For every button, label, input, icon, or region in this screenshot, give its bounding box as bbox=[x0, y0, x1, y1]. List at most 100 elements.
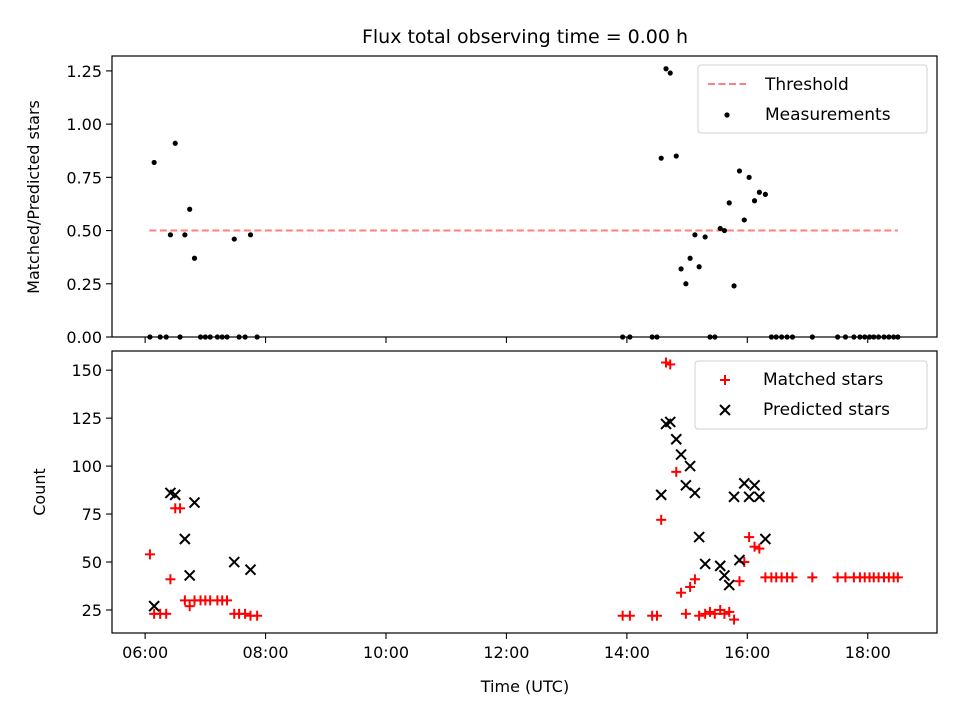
bottom-legend-box bbox=[694, 360, 928, 430]
bottom-axes-frame bbox=[111, 350, 938, 634]
measurement-point bbox=[658, 155, 664, 161]
measurement-point bbox=[673, 153, 679, 159]
measurement-point bbox=[736, 168, 743, 174]
legend-predicted-label: Predicted stars bbox=[763, 400, 890, 420]
figure-title: Flux total observing time = 0.00 h bbox=[362, 26, 688, 48]
measurement-point bbox=[751, 198, 758, 204]
predicted-star-point bbox=[689, 487, 701, 499]
measurement-point bbox=[172, 140, 178, 146]
predicted-star-point bbox=[733, 554, 746, 566]
measurement-point bbox=[247, 232, 254, 238]
matched-star-point bbox=[676, 587, 687, 598]
matched-star-point bbox=[680, 608, 691, 619]
y-tick-label: 0.00 bbox=[66, 328, 102, 347]
predicted-star-point bbox=[753, 491, 766, 503]
top-x-ticks bbox=[144, 337, 869, 343]
top-panel: Matched/Predicted stars 0.00 0.25 0.50 0.75… bbox=[24, 55, 938, 347]
predicted-star-point bbox=[748, 479, 761, 491]
x-tick-label: 10:00 bbox=[363, 643, 409, 662]
matched-star-point bbox=[892, 572, 903, 583]
predicted-star-point bbox=[228, 556, 240, 568]
predicted-star-point bbox=[728, 491, 740, 503]
x-tick-label: 18:00 bbox=[845, 643, 891, 662]
predicted-star-point bbox=[655, 489, 667, 501]
matched-star-point bbox=[744, 532, 755, 543]
predicted-star-point bbox=[675, 448, 687, 461]
measurement-point bbox=[721, 227, 728, 234]
measurement-point bbox=[151, 159, 157, 166]
y-tick-label: 50 bbox=[82, 553, 102, 572]
measurement-point bbox=[231, 236, 237, 242]
predicted-star-point bbox=[244, 563, 257, 576]
bottom-y-ticks: 25 50 75 100 125 150 bbox=[71, 361, 112, 620]
matched-star-point bbox=[694, 610, 705, 621]
y-tick-label: 150 bbox=[71, 361, 102, 380]
measurement-point bbox=[678, 266, 684, 272]
y-tick-label: 75 bbox=[82, 505, 102, 524]
measurement-point bbox=[683, 281, 689, 287]
matched-star-point bbox=[724, 606, 735, 617]
y-tick-label: 25 bbox=[82, 601, 102, 620]
predicted-star-point bbox=[148, 600, 160, 612]
predicted-star-point bbox=[684, 460, 696, 472]
predicted-star-point bbox=[664, 416, 676, 428]
matched-star-point bbox=[704, 606, 715, 617]
predicted-star-point bbox=[759, 533, 772, 545]
measurement-point bbox=[167, 232, 174, 238]
y-tick-label: 1.00 bbox=[66, 115, 102, 134]
measurement-point bbox=[182, 232, 188, 238]
predicted-star-point bbox=[183, 569, 196, 582]
measurement-point bbox=[663, 66, 669, 72]
measurement-point bbox=[731, 283, 737, 289]
top-y-ticks: 0.00 0.25 0.50 0.75 1.00 1.25 bbox=[66, 62, 112, 347]
predicted-star-point bbox=[718, 569, 731, 582]
top-y-axis-label: Matched/Predicted stars bbox=[24, 100, 43, 294]
predicted-star-point bbox=[670, 433, 682, 445]
matched-star-point bbox=[734, 576, 745, 587]
matched-star-point bbox=[749, 541, 760, 552]
y-tick-label: 100 bbox=[71, 457, 102, 476]
measurement-point bbox=[702, 234, 708, 240]
measurement-point bbox=[756, 189, 762, 195]
matched-star-point bbox=[840, 572, 851, 583]
measurement-point bbox=[762, 191, 768, 197]
measurement-point bbox=[667, 70, 673, 76]
measurement-point bbox=[692, 232, 698, 238]
predicted-star-point bbox=[680, 479, 692, 491]
measurement-point bbox=[717, 225, 723, 232]
y-tick-label: 0.25 bbox=[66, 275, 102, 294]
measurement-point bbox=[696, 264, 702, 270]
matched-star-point bbox=[656, 514, 667, 525]
matched-star-point bbox=[240, 608, 251, 619]
legend-threshold-label: Threshold bbox=[764, 75, 849, 95]
top-axes-frame bbox=[111, 55, 938, 338]
legend-predicted-swatch bbox=[719, 404, 731, 416]
measurement-point bbox=[687, 255, 693, 261]
matched-star-point bbox=[709, 608, 720, 619]
matched-star-point bbox=[685, 581, 696, 592]
measurement-point bbox=[187, 206, 193, 212]
matched-star-point bbox=[700, 608, 711, 619]
x-tick-label: 12:00 bbox=[483, 643, 529, 662]
matched-star-point bbox=[754, 543, 765, 554]
y-tick-label: 0.75 bbox=[66, 168, 102, 187]
top-legend-box bbox=[697, 64, 928, 134]
measurement-point bbox=[746, 174, 752, 180]
matched-star-point bbox=[144, 549, 155, 560]
y-tick-label: 125 bbox=[71, 409, 102, 428]
bottom-plot-area bbox=[144, 357, 903, 625]
predicted-star-point bbox=[169, 489, 181, 501]
y-tick-label: 0.50 bbox=[66, 222, 102, 241]
matched-star-point bbox=[719, 608, 730, 619]
bottom-y-axis-label: Count bbox=[30, 468, 49, 516]
matched-star-point bbox=[161, 608, 172, 619]
x-tick-label: 06:00 bbox=[122, 643, 168, 662]
legend-measurements-swatch bbox=[724, 112, 730, 118]
x-axis-label: Time (UTC) bbox=[480, 677, 569, 696]
predicted-star-point bbox=[699, 558, 711, 570]
predicted-star-point bbox=[179, 533, 191, 545]
x-tick-label: 16:00 bbox=[724, 643, 770, 662]
matched-star-point bbox=[165, 574, 176, 585]
